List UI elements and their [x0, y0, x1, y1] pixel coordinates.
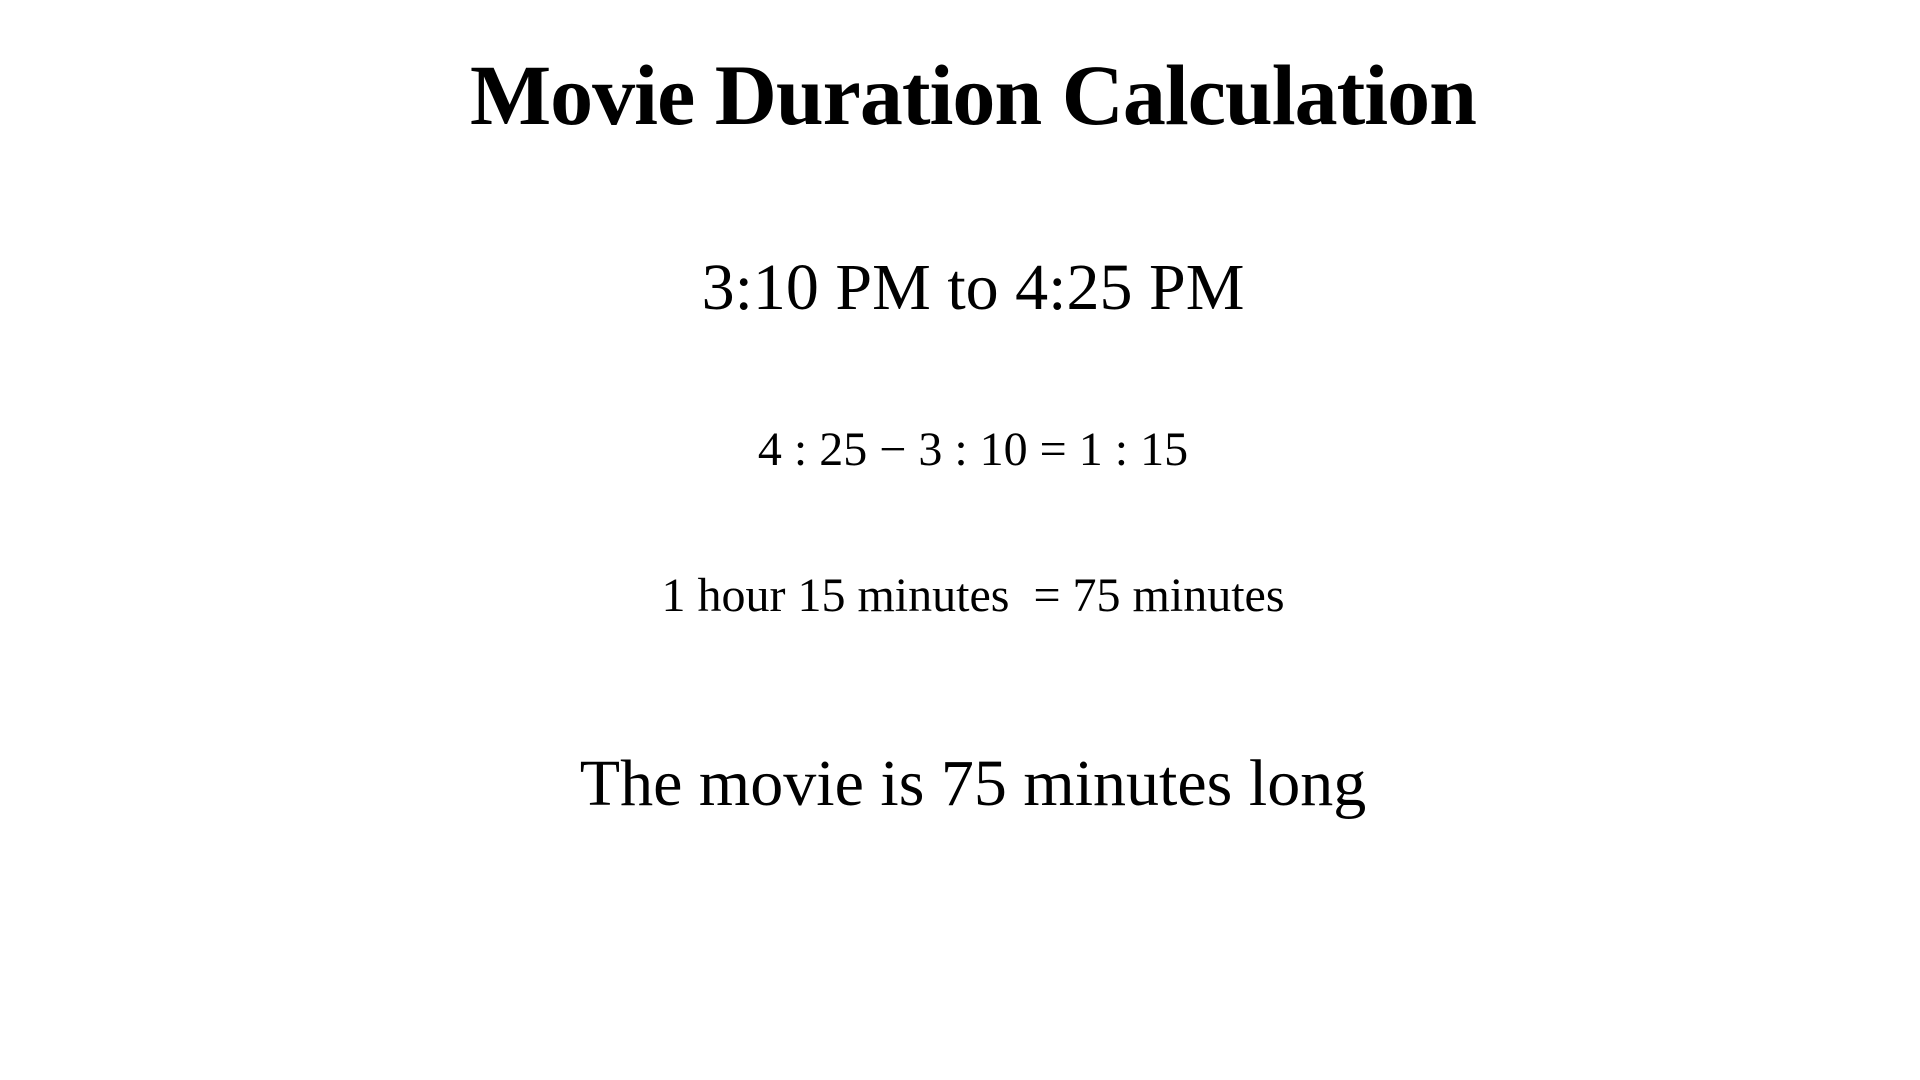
page-title: Movie Duration Calculation — [470, 47, 1477, 143]
time-range-text: 3:10 PM to 4:25 PM — [701, 251, 1245, 324]
document-page: Movie Duration Calculation 3:10 PM to 4:… — [13, 0, 1920, 1080]
conclusion-text: The movie is 75 minutes long — [579, 747, 1367, 820]
minutes-conversion-text: 1 hour 15 minutes = 75 minutes — [661, 569, 1285, 622]
subtraction-equation-text: 4 : 25 − 3 : 10 = 1 : 15 — [757, 423, 1189, 476]
